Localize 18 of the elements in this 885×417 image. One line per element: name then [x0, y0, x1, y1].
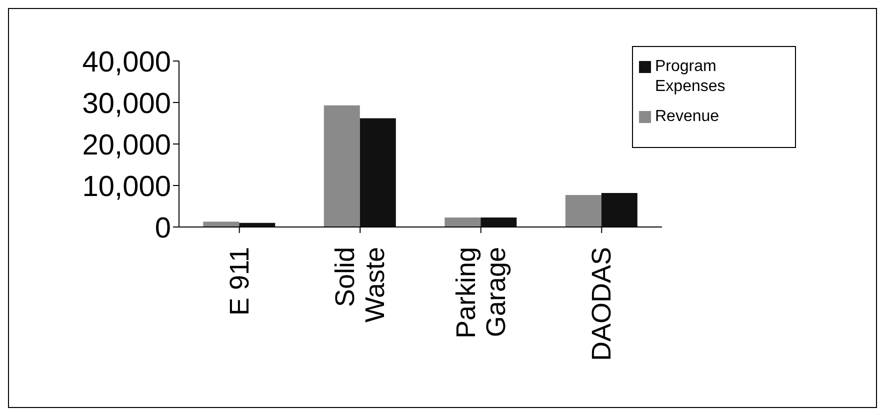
x-tick-label: Solid Waste: [330, 247, 390, 323]
legend-label: Revenue: [655, 107, 720, 127]
bar: [565, 195, 602, 227]
y-tick-label: 10,000: [82, 170, 171, 203]
bar: [444, 217, 481, 227]
y-tick-label: 40,000: [82, 46, 171, 78]
bar: [480, 217, 517, 227]
bar: [601, 192, 638, 227]
x-tick-label: DAODAS: [586, 247, 617, 362]
y-tick-label: 0: [154, 212, 171, 244]
y-tick-label: 20,000: [82, 129, 171, 162]
x-tick-label: Parking Garage: [450, 247, 511, 339]
x-tick-label: E 911: [224, 247, 254, 316]
bar: [324, 105, 360, 227]
bar: [203, 222, 240, 227]
y-tick-label: 30,000: [82, 88, 171, 120]
bar: [360, 118, 396, 227]
legend-label: Program Expenses: [655, 57, 726, 97]
